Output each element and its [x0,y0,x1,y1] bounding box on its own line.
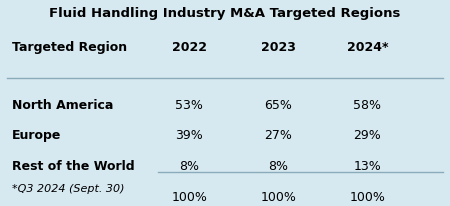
Text: 65%: 65% [265,98,292,111]
Text: 27%: 27% [265,129,292,142]
Text: 8%: 8% [268,159,288,172]
Text: 53%: 53% [176,98,203,111]
Text: *Q3 2024 (Sept. 30): *Q3 2024 (Sept. 30) [12,183,124,193]
Text: 29%: 29% [353,129,381,142]
Text: 100%: 100% [349,190,385,203]
Text: Targeted Region: Targeted Region [12,41,127,54]
Text: Fluid Handling Industry M&A Targeted Regions: Fluid Handling Industry M&A Targeted Reg… [50,7,400,20]
Text: 2024*: 2024* [346,41,388,54]
Text: 2022: 2022 [172,41,207,54]
Text: Europe: Europe [12,129,61,142]
Text: 8%: 8% [180,159,199,172]
Text: Rest of the World: Rest of the World [12,159,134,172]
Text: 58%: 58% [353,98,381,111]
Text: 100%: 100% [171,190,207,203]
Text: 39%: 39% [176,129,203,142]
Text: 100%: 100% [261,190,296,203]
Text: 2023: 2023 [261,41,296,54]
Text: 13%: 13% [353,159,381,172]
Text: North America: North America [12,98,113,111]
